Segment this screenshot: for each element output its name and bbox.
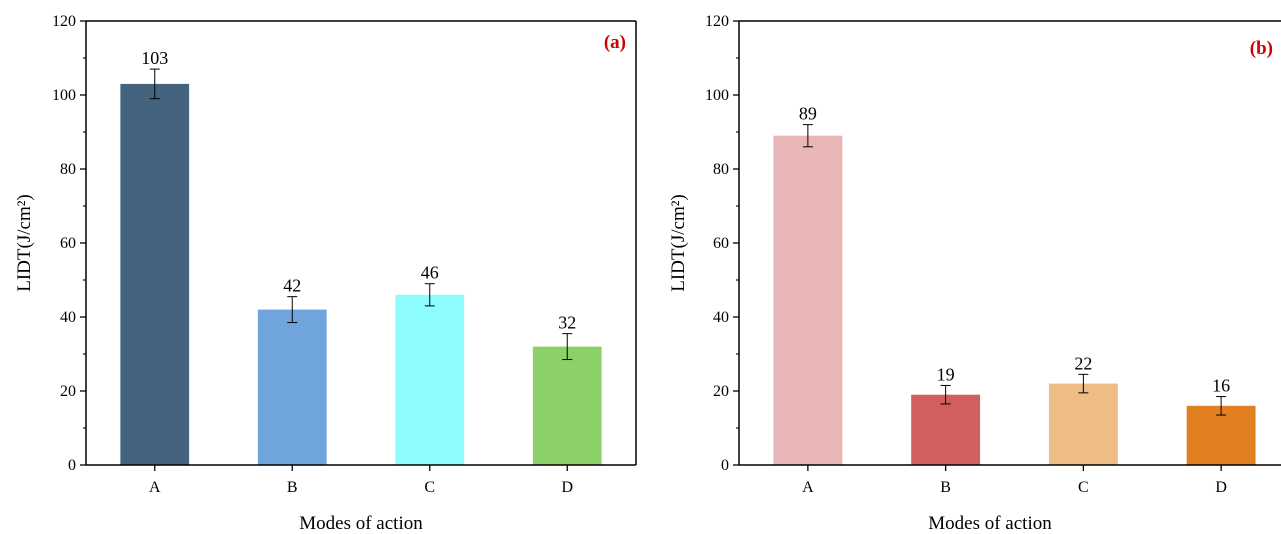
chart-panel-b: 89 A 19 B 22 C 16 D 0 20 40 60 80 100 120 Modes of acti… [668,13,1281,534]
y-tick-label-20: 20 [713,383,729,400]
data-label-a: 103 [141,48,168,68]
y-tick-label-20: 20 [60,383,76,400]
panel-label: (b) [1250,38,1273,59]
y-tick-label-60: 60 [60,235,76,252]
error-bar-c [424,283,435,307]
x-tick-label-c: C [424,479,435,496]
data-label-b: 19 [937,364,955,384]
error-bar-a [802,124,813,148]
y-tick-label-80: 80 [713,161,729,178]
x-tick-label-a: A [149,479,161,496]
error-bar-c [1078,373,1089,394]
error-bar-a [149,68,160,100]
error-bar-d [562,333,573,361]
x-tick-label-c: C [1078,479,1089,496]
y-tick-label-40: 40 [60,309,76,326]
bar-a [773,135,843,465]
data-label-d: 32 [558,313,576,333]
bar-d [1186,405,1256,465]
x-axis-title: Modes of action [928,513,1052,534]
x-tick-label-b: B [940,479,951,496]
bar-b [911,394,981,465]
y-tick-label-120: 120 [52,13,76,30]
chart-panel-a: 103 A 42 B 46 C 32 D 0 20 40 60 80 100 120 Modes of act… [14,13,637,534]
y-tick-label-60: 60 [713,235,729,252]
bar-c [395,294,465,465]
y-axis-title: LIDT(J/cm²) [668,194,689,292]
bar-a [120,83,190,466]
y-axis-title: LIDT(J/cm²) [14,194,35,292]
y-tick-label-100: 100 [705,87,729,104]
y-tick-label-40: 40 [713,309,729,326]
error-bar-b [940,384,951,405]
data-label-a: 89 [799,104,817,124]
y-tick-label-0: 0 [721,457,729,474]
x-axis-title: Modes of action [299,513,423,534]
y-tick-label-0: 0 [68,457,76,474]
data-label-c: 46 [421,263,439,283]
x-tick-label-b: B [287,479,298,496]
y-tick-label-80: 80 [60,161,76,178]
x-tick-label-d: D [1215,479,1227,496]
data-label-b: 42 [283,276,301,296]
error-bar-d [1216,396,1227,416]
panel-label: (a) [604,32,626,53]
data-label-d: 16 [1212,376,1230,396]
error-bar-b [287,296,298,324]
bar-c [1048,383,1118,465]
bar-b [257,309,327,465]
bar-d [532,346,602,465]
x-tick-label-a: A [802,479,814,496]
y-tick-label-100: 100 [52,87,76,104]
y-tick-label-120: 120 [705,13,729,30]
x-tick-label-d: D [561,479,573,496]
data-label-c: 22 [1074,353,1092,373]
